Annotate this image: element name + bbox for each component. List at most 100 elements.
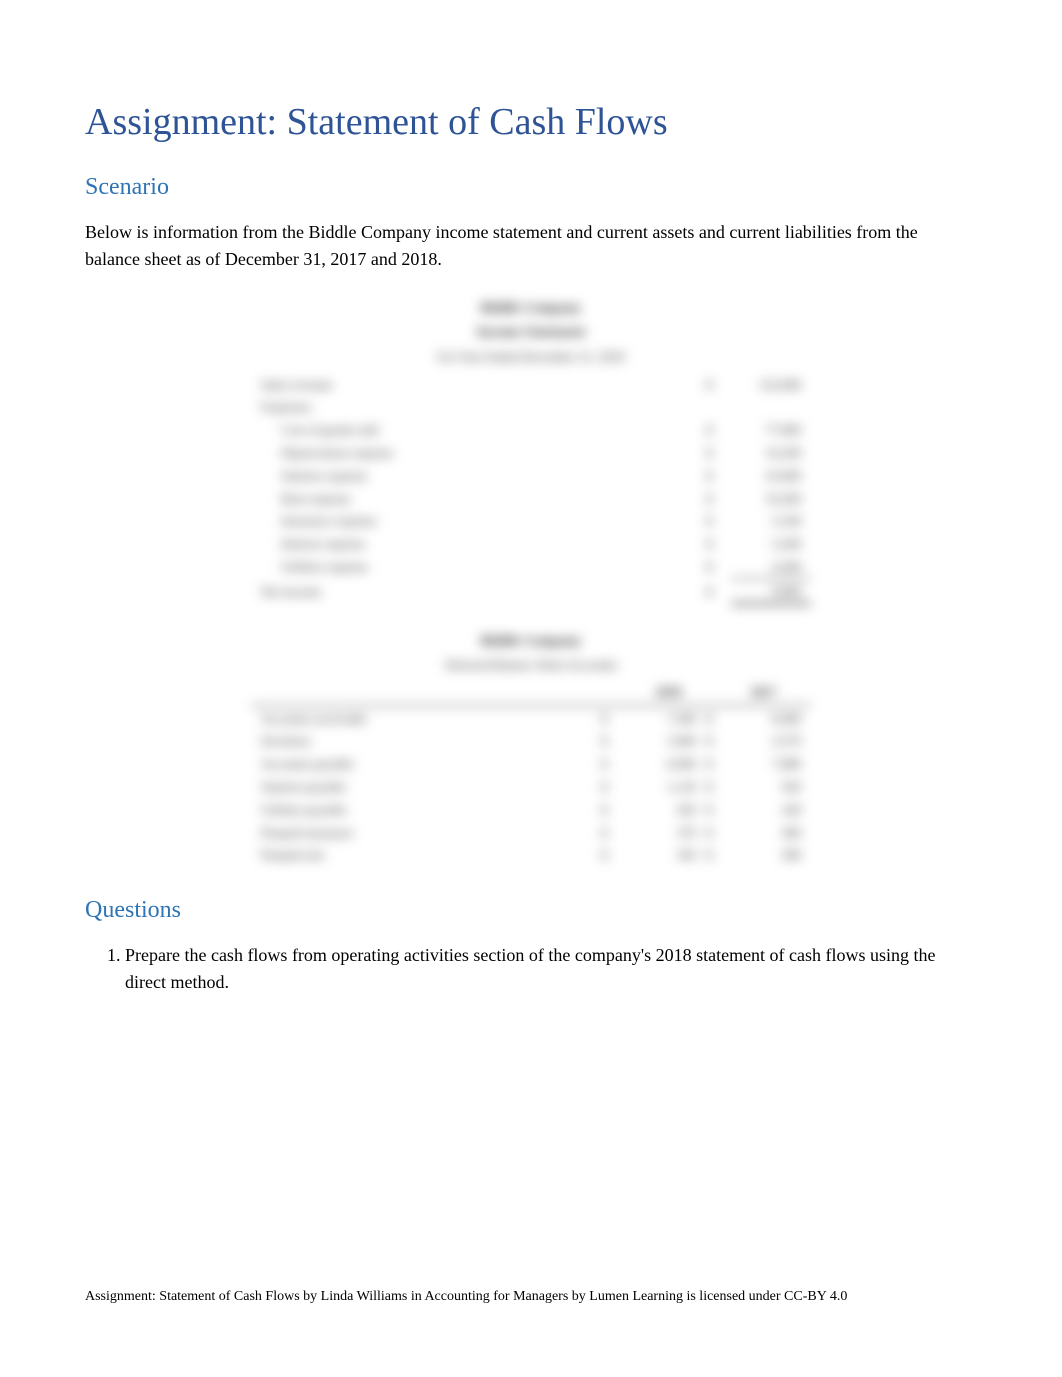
table-row-net-income: Net income $ 9,000 [251, 580, 811, 606]
row-value: 77,000 [731, 420, 811, 441]
row-value: 6,000 [626, 754, 706, 775]
table-row: Prepaid insurance $ 370 $ 490 [251, 822, 811, 845]
row-label: Sales revenue [251, 375, 706, 396]
questions-heading: Questions [85, 897, 977, 924]
currency-symbol: $ [706, 731, 731, 752]
currency-symbol: $ [601, 845, 626, 866]
document-page: Assignment: Statement of Cash Flows Scen… [0, 0, 1062, 1377]
row-label: Utilities expense [251, 557, 706, 578]
row-label: Salaries expense [251, 466, 706, 487]
row-label: Interest expense [251, 534, 706, 555]
table-row: Sales revenue $ 152,000 [251, 374, 811, 397]
balance-company: Biddle Company [251, 631, 811, 653]
currency-symbol: $ [601, 777, 626, 798]
currency-symbol: $ [706, 443, 731, 464]
license-footer: Assignment: Statement of Cash Flows by L… [85, 1287, 977, 1307]
row-value: 25,000 [731, 466, 811, 487]
row-value: 7,080 [731, 754, 811, 775]
table-row: Cost of goods sold $ 77,000 [251, 419, 811, 442]
row-value: 152,000 [731, 375, 811, 396]
column-header-2018: 2018 [621, 682, 716, 703]
currency-symbol: $ [706, 823, 731, 844]
row-label: Prepaid rent [251, 845, 601, 866]
balance-title: Selected Balance Sheet Accounts [251, 655, 811, 676]
currency-symbol: $ [706, 582, 731, 603]
income-title: Income Statement [251, 322, 811, 344]
balance-sheet-table: Biddle Company Selected Balance Sheet Ac… [251, 631, 811, 868]
row-value: 350 [626, 845, 706, 866]
row-value: 370 [626, 823, 706, 844]
currency-symbol: $ [706, 754, 731, 775]
row-value: 4,300 [731, 557, 811, 579]
row-label: Utilities payable [251, 800, 601, 821]
currency-symbol: $ [706, 489, 731, 510]
currency-symbol: $ [706, 375, 731, 396]
row-value: 920 [731, 777, 811, 798]
column-header-2017: 2017 [716, 682, 811, 703]
page-title: Assignment: Statement of Cash Flows [85, 100, 977, 144]
questions-list: Prepare the cash flows from operating ac… [85, 942, 977, 996]
row-value: 240 [731, 800, 811, 821]
row-value: 7,300 [626, 709, 706, 730]
row-value: 2,570 [731, 731, 811, 752]
row-value: 1,120 [626, 777, 706, 798]
question-item: Prepare the cash flows from operating ac… [125, 942, 977, 996]
table-row: Insurance expense $ 5,100 [251, 510, 811, 533]
blurred-content: Biddle Company Income Statement For Year… [251, 298, 811, 867]
currency-symbol: $ [706, 800, 731, 821]
row-label: Depreciation expense [251, 443, 706, 464]
income-company: Biddle Company [251, 298, 811, 320]
currency-symbol: $ [706, 534, 731, 555]
currency-symbol: $ [706, 466, 731, 487]
row-label: Salaries payable [251, 777, 601, 798]
scenario-heading: Scenario [85, 174, 977, 201]
currency-symbol: $ [706, 709, 731, 730]
currency-symbol: $ [601, 823, 626, 844]
row-label: Insurance expense [251, 511, 706, 532]
table-row: Expenses: [251, 396, 811, 419]
table-row: Rent expense $ 10,200 [251, 488, 811, 511]
row-value: 3,400 [626, 731, 706, 752]
table-row: Salaries expense $ 25,000 [251, 465, 811, 488]
table-row: Utilities expense $ 4,300 [251, 556, 811, 580]
row-label: Expenses: [251, 397, 706, 418]
currency-symbol: $ [601, 754, 626, 775]
table-row: Interest expense $ 5,200 [251, 533, 811, 556]
table-row: Inventory $ 3,400 $ 2,570 [251, 730, 811, 753]
row-label: Inventory [251, 731, 601, 752]
currency-symbol: $ [706, 420, 731, 441]
row-label: Accounts receivable [251, 709, 601, 730]
row-label: Net income [251, 582, 706, 603]
row-value: 280 [731, 845, 811, 866]
table-row: Accounts receivable $ 7,300 $ 8,400 [251, 708, 811, 731]
table-row: Depreciation expense $ 16,200 [251, 442, 811, 465]
row-value: 8,400 [731, 709, 811, 730]
row-label: Prepaid insurance [251, 823, 601, 844]
currency-symbol: $ [706, 777, 731, 798]
row-label: Rent expense [251, 489, 706, 510]
table-row: Accounts payable $ 6,000 $ 7,080 [251, 753, 811, 776]
currency-symbol: $ [706, 845, 731, 866]
table-row: Salaries payable $ 1,120 $ 920 [251, 776, 811, 799]
currency-symbol: $ [601, 709, 626, 730]
scenario-body: Below is information from the Biddle Com… [85, 219, 977, 273]
header-spacer [251, 682, 621, 703]
row-value: 5,200 [731, 534, 811, 555]
income-statement-table: Biddle Company Income Statement For Year… [251, 298, 811, 606]
financial-tables-figure: Biddle Company Income Statement For Year… [251, 298, 811, 867]
currency-symbol: $ [706, 511, 731, 532]
row-value: 10,200 [731, 489, 811, 510]
currency-symbol: $ [706, 557, 731, 578]
row-label: Accounts payable [251, 754, 601, 775]
currency-symbol: $ [601, 731, 626, 752]
currency-symbol: $ [601, 800, 626, 821]
row-value: 9,000 [731, 581, 811, 605]
table-row: Utilities payable $ 420 $ 240 [251, 799, 811, 822]
income-period: For Year Ended December 31, 2018 [251, 347, 811, 368]
row-value: 5,100 [731, 511, 811, 532]
column-headers: 2018 2017 [251, 682, 811, 706]
row-value: 420 [626, 800, 706, 821]
table-row: Prepaid rent $ 350 $ 280 [251, 844, 811, 867]
row-value: 490 [731, 823, 811, 844]
row-value: 16,200 [731, 443, 811, 464]
